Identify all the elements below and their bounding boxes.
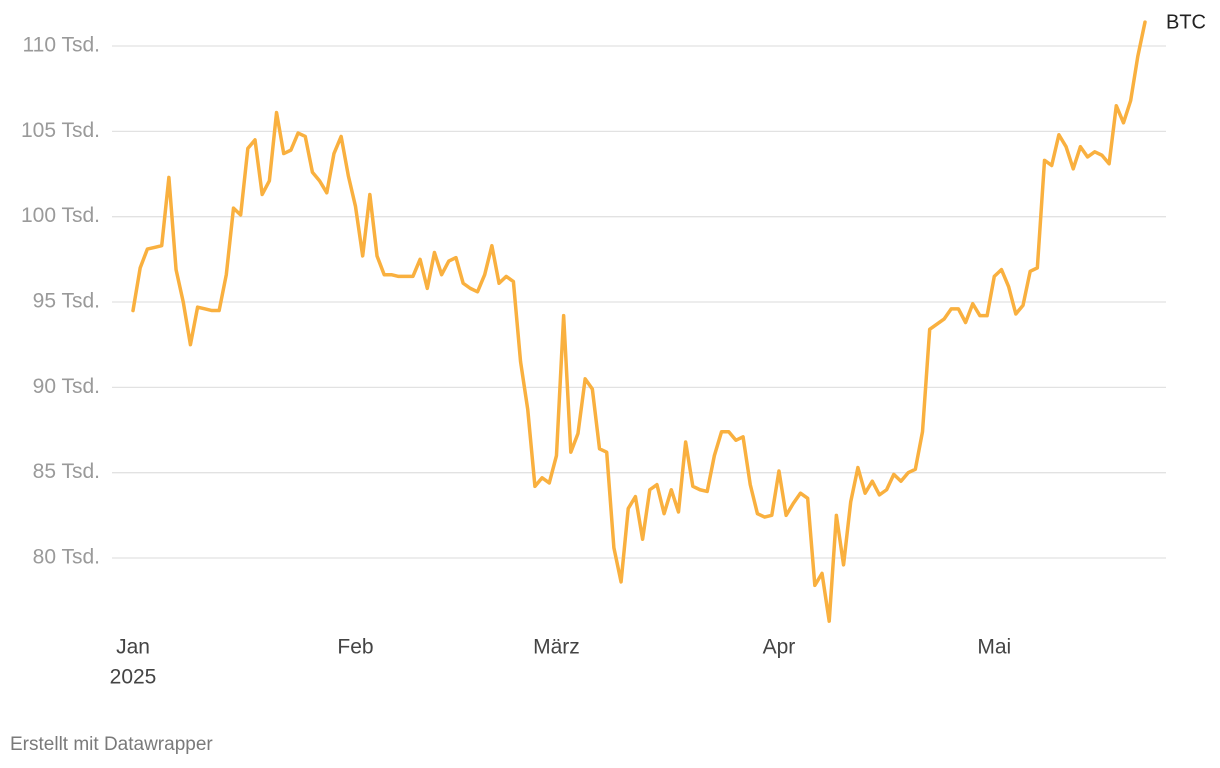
y-tick-label: 80 Tsd. (33, 546, 100, 569)
y-tick-label: 95 Tsd. (33, 290, 100, 313)
x-tick-label: Mai (977, 636, 1011, 659)
x-tick-label: Apr (763, 636, 796, 659)
x-year-label: 2025 (110, 666, 157, 689)
line (131, 20, 1147, 623)
series-label: BTC (1166, 11, 1206, 33)
x-tick-label: Jan (116, 636, 150, 659)
y-tick-label: 85 Tsd. (33, 460, 100, 483)
y-tick-label: 100 Tsd. (21, 204, 100, 227)
y-tick-label: 110 Tsd. (23, 34, 100, 57)
y-tick-label: 105 Tsd. (21, 119, 100, 142)
footer: Erstellt mit Datawrapper (10, 734, 213, 755)
y-tick-label: 90 Tsd. (33, 375, 100, 398)
x-tick-label: März (533, 636, 580, 659)
x-tick-label: Feb (337, 636, 373, 659)
